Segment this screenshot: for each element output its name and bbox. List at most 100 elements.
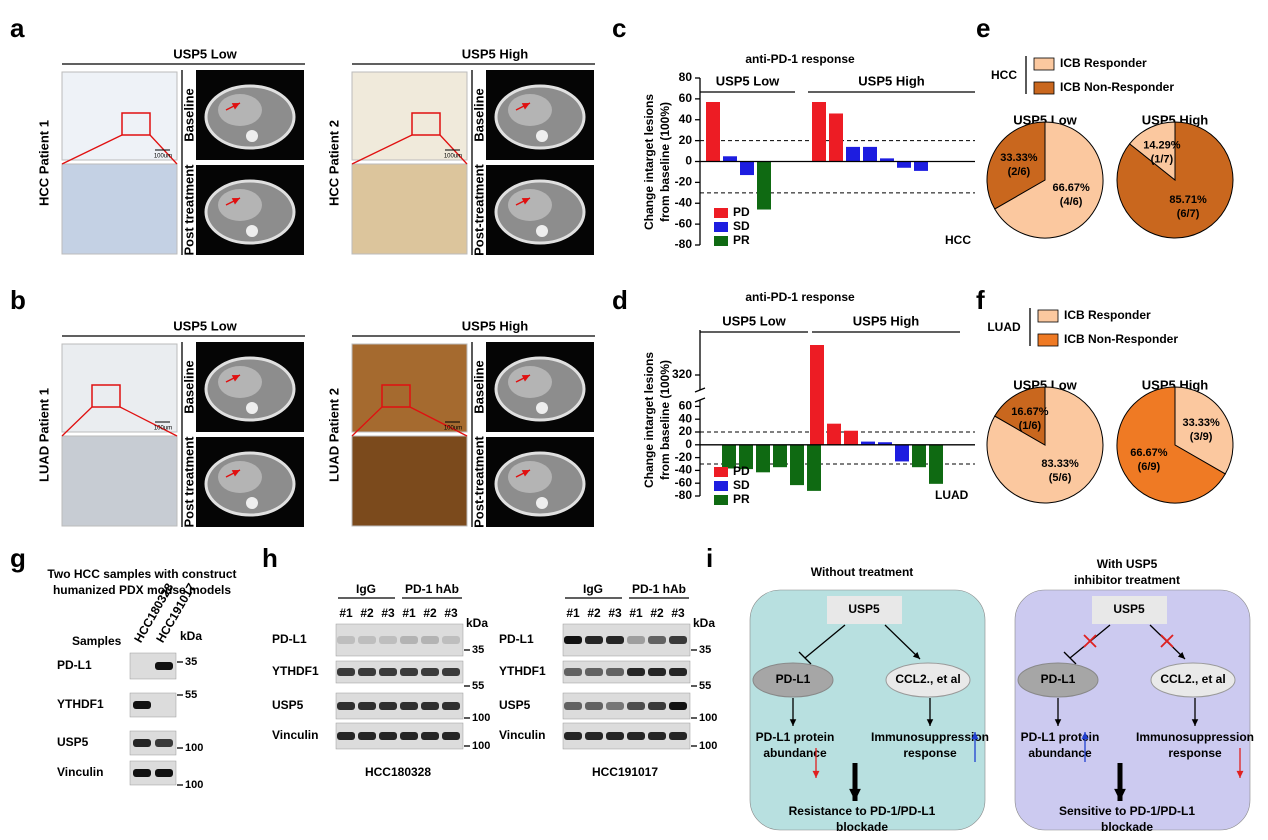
blot-band (585, 668, 603, 676)
lane-label: #1 (629, 606, 643, 620)
group-title: USP5 High (462, 318, 529, 333)
zoom-line (351, 406, 383, 437)
blot-band (564, 636, 582, 644)
row-label: YTHDF1 (499, 664, 546, 678)
group-label: USP5 High (853, 313, 920, 328)
row-label: YTHDF1 (57, 697, 104, 711)
scheme-box (749, 589, 986, 831)
y-tick-label: -80 (675, 237, 693, 251)
row-label: Post-treatment (471, 435, 486, 527)
arrow-line (884, 624, 921, 660)
legend-label: ICB Non-Responder (1060, 80, 1174, 94)
ct-organ (508, 461, 552, 493)
blot-band (379, 668, 397, 676)
bar (739, 444, 753, 470)
outcome-label: response (1168, 746, 1222, 760)
blot-band (669, 702, 687, 710)
blot-band (400, 702, 418, 710)
blot-band (606, 732, 624, 740)
ct-spine (536, 130, 548, 142)
target-node (885, 662, 971, 698)
conclusion: Resistance to PD-1/PD-L1 (789, 804, 936, 818)
blot-strip (335, 722, 464, 750)
patient-label: LUAD Patient 1 (36, 388, 51, 482)
y-tick-label: 80 (679, 70, 693, 84)
blot-band (442, 668, 460, 676)
ct-organ (508, 366, 552, 398)
blot-band (669, 636, 687, 644)
legend-swatch (1033, 81, 1055, 95)
ct-spine (536, 225, 548, 237)
blot-strip (335, 692, 464, 720)
source-label: USP5 (848, 602, 880, 616)
lane-label: #3 (608, 606, 622, 620)
blot-band (400, 732, 418, 740)
blot-band (669, 732, 687, 740)
y-tick-label: 0 (685, 437, 692, 451)
blot-strip (562, 623, 691, 657)
bar (757, 161, 771, 210)
slice-fraction: (1/6) (1019, 420, 1042, 432)
blot-band (155, 662, 173, 670)
chart-title: USP5 High (1142, 112, 1209, 127)
arrow-head (521, 470, 530, 477)
legend-swatch (1037, 333, 1059, 347)
target-label: PD-L1 (776, 672, 811, 686)
row-label: Post treatment (181, 436, 196, 528)
arrow-head (912, 651, 920, 659)
blot-band (379, 702, 397, 710)
lane-label: #1 (402, 606, 416, 620)
legend-label: SD (733, 478, 750, 492)
annotation: LUAD (935, 488, 969, 502)
ct-organ (218, 461, 262, 493)
lane-group: PD-1 hAb (632, 582, 686, 596)
y-tick-label: 20 (679, 133, 693, 147)
blot-band (648, 636, 666, 644)
legend-swatch (714, 495, 728, 505)
legend-swatch (1037, 309, 1059, 323)
legend-label: ICB Responder (1064, 308, 1151, 322)
bar (723, 156, 737, 162)
inhibit-bar (798, 651, 812, 665)
patient-label: HCC Patient 2 (326, 120, 341, 206)
target-node (1150, 662, 1236, 698)
row-label: USP5 (499, 698, 531, 712)
unit-label: kDa (693, 616, 715, 630)
lane-label: #2 (587, 606, 601, 620)
bar (895, 444, 909, 462)
zoom-line (409, 406, 468, 437)
lane-group: IgG (356, 582, 376, 596)
bar (740, 161, 754, 176)
row-label: Baseline (181, 360, 196, 413)
blot-band (358, 636, 376, 644)
row-label: YTHDF1 (272, 664, 319, 678)
legend-group: LUAD (987, 320, 1021, 334)
bar (863, 146, 877, 162)
group-title: USP5 Low (173, 318, 237, 333)
y-tick-label: -40 (675, 463, 693, 477)
histology-image (61, 71, 178, 161)
outcome-label: abundance (763, 746, 827, 760)
legend-swatch (714, 236, 728, 246)
lane-label: #1 (339, 606, 353, 620)
blot-band (379, 636, 397, 644)
blot-band (564, 668, 582, 676)
annotation: HCC (945, 233, 971, 247)
bar (897, 161, 911, 168)
histology-zoom (351, 435, 468, 527)
scale-bar-label: 100um (444, 426, 462, 432)
arrow-head (521, 375, 530, 382)
blot-band (564, 702, 582, 710)
row-label: Post-treatment (471, 163, 486, 255)
pie-slice (1128, 121, 1176, 182)
blot-band (606, 702, 624, 710)
ct-organ (218, 366, 262, 398)
slice-label: 66.67% (1130, 447, 1168, 459)
target-label: CCL2., et al (895, 672, 960, 686)
row-label: Vinculin (272, 728, 318, 742)
arrow-head (231, 470, 240, 477)
row-label: USP5 (57, 735, 89, 749)
blot-caption: HCC191017 (592, 765, 658, 779)
y-tick-label: 320 (672, 367, 692, 381)
marker-label: 100 (185, 742, 203, 754)
